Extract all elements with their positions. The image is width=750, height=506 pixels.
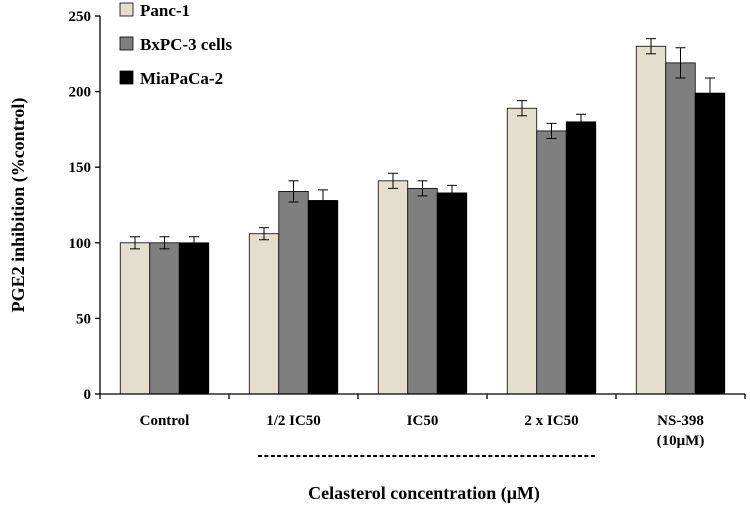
x-axis-title: Celasterol concentration (μM) xyxy=(308,483,540,504)
bar-series1-cat1 xyxy=(278,190,309,395)
legend-swatch-2 xyxy=(119,70,134,85)
bar-series1-cat0 xyxy=(149,242,180,395)
bar-series0-cat4 xyxy=(635,45,667,395)
y-tick-label-0: 0 xyxy=(84,387,92,403)
bar-series2-cat3 xyxy=(565,121,597,395)
bar-series0-cat3 xyxy=(506,107,538,395)
legend-label-0: Panc-1 xyxy=(140,1,190,20)
bar-series1-cat3 xyxy=(536,130,567,395)
bar-series2-cat4 xyxy=(694,92,726,395)
y-tick-label-250: 250 xyxy=(69,9,92,25)
legend-swatch-0 xyxy=(119,2,134,17)
category-label-1: 1/2 IC50 xyxy=(266,413,321,429)
category-label-2: IC50 xyxy=(407,413,439,429)
bar-series0-cat0 xyxy=(119,242,151,395)
bar-series1-cat2 xyxy=(407,187,438,395)
bar-series0-cat1 xyxy=(248,233,280,395)
category-label-4: NS-398 xyxy=(657,413,704,429)
bar-series1-cat4 xyxy=(665,62,696,395)
legend-label-1: BxPC-3 cells xyxy=(140,35,232,54)
y-tick-label-100: 100 xyxy=(69,236,92,252)
bars-layer xyxy=(119,38,726,395)
legend-label-2: MiaPaCa-2 xyxy=(140,69,223,88)
category-label-3: 2 x IC50 xyxy=(524,413,578,429)
bar-series2-cat2 xyxy=(436,192,468,395)
legend-swatch-1 xyxy=(119,36,134,51)
category-label-4-line2: (10μM) xyxy=(657,433,705,449)
bar-series2-cat1 xyxy=(307,200,339,395)
y-tick-label-150: 150 xyxy=(69,160,92,176)
y-tick-label-50: 50 xyxy=(76,311,91,327)
axes-layer xyxy=(95,15,746,457)
y-tick-label-200: 200 xyxy=(69,85,92,101)
y-axis-title: PGE2 inhibition (%control) xyxy=(8,98,29,313)
category-label-0: Control xyxy=(140,413,190,429)
bar-series2-cat0 xyxy=(178,242,210,395)
labels-layer: 0 50 100 150 200 250 Control 1/2 IC50 IC50 2 x IC… xyxy=(8,9,704,504)
bar-series0-cat2 xyxy=(377,180,409,395)
legend: Panc-1 BxPC-3 cells MiaPaCa-2 xyxy=(119,1,232,88)
